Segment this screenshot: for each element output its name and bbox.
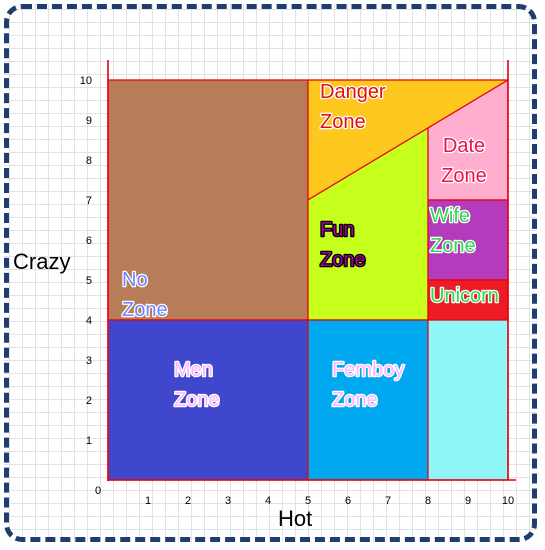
fun-zone-label-line: Zone [320,249,366,271]
danger-zone-label: Danger Zone [319,80,388,135]
y-tick-label: 5 [86,275,92,287]
no-zone-label: No Zone [121,268,169,323]
y-tick-label: 1 [86,435,92,447]
y-tick-label: 8 [86,155,92,167]
y-tick-label: 2 [86,395,92,407]
unicorn-label-line: Unicorn [430,285,499,307]
unicorn-label: Unicorn [429,284,501,309]
fun-zone-label: Fun Zone [319,218,367,273]
x-axis-title: Hot [278,506,313,531]
x-tick-label: 7 [385,495,391,507]
y-tick-label: 6 [86,235,92,247]
date-zone-label-line: Zone [441,165,487,187]
femboy-zone-label: Femboy Zone [331,358,406,413]
fun-zone-label-line: Fun [320,219,354,241]
x-tick-label: 3 [225,495,231,507]
femboy-zone-label-line: Zone [332,389,378,411]
x-tick-label: 5 [305,495,311,507]
x-tick-label: 1 [145,495,151,507]
x-tick-label: 2 [185,495,191,507]
blank-zone-area [427,319,509,481]
zone-labels-layer: No Zone Danger Zone Fun Zone Date Zone Wife Zone U… [121,80,501,413]
danger-zone-label-line: Zone [320,111,366,133]
no-zone-label-line: No [122,269,148,291]
y-tick-label: 4 [86,315,92,327]
x-tick-label: 0 [95,485,101,497]
men-zone-label-line: Zone [174,389,220,411]
men-zone-label: Men Zone [173,358,221,413]
zones-layer [107,79,509,481]
femboy-zone-label-line: Femboy [332,359,404,381]
wife-zone-label: Wife Zone [429,204,477,259]
y-tick-label: 7 [86,195,92,207]
date-zone-label: Date Zone [440,134,488,189]
wife-zone-label-line: Zone [430,235,476,257]
x-tick-label: 8 [425,495,431,507]
x-tick-label: 4 [265,495,271,507]
men-zone-label-line: Men [174,359,213,381]
y-tick-label: 9 [86,115,92,127]
x-tick-label: 6 [345,495,351,507]
y-tick-label: 3 [86,355,92,367]
x-tick-label: 9 [465,495,471,507]
wife-zone-label-line: Wife [430,205,470,227]
no-zone-label-line: Zone [122,299,168,321]
danger-zone-label-line: Danger [320,81,386,103]
y-axis-title: Crazy [13,249,71,274]
x-tick-label: 10 [502,495,514,507]
axes-layer: 0 1 2 3 4 5 6 7 8 9 10 1 2 3 4 5 6 7 8 9 10 [80,60,516,507]
date-zone-label-line: Date [443,135,485,157]
y-tick-label: 10 [80,75,92,87]
